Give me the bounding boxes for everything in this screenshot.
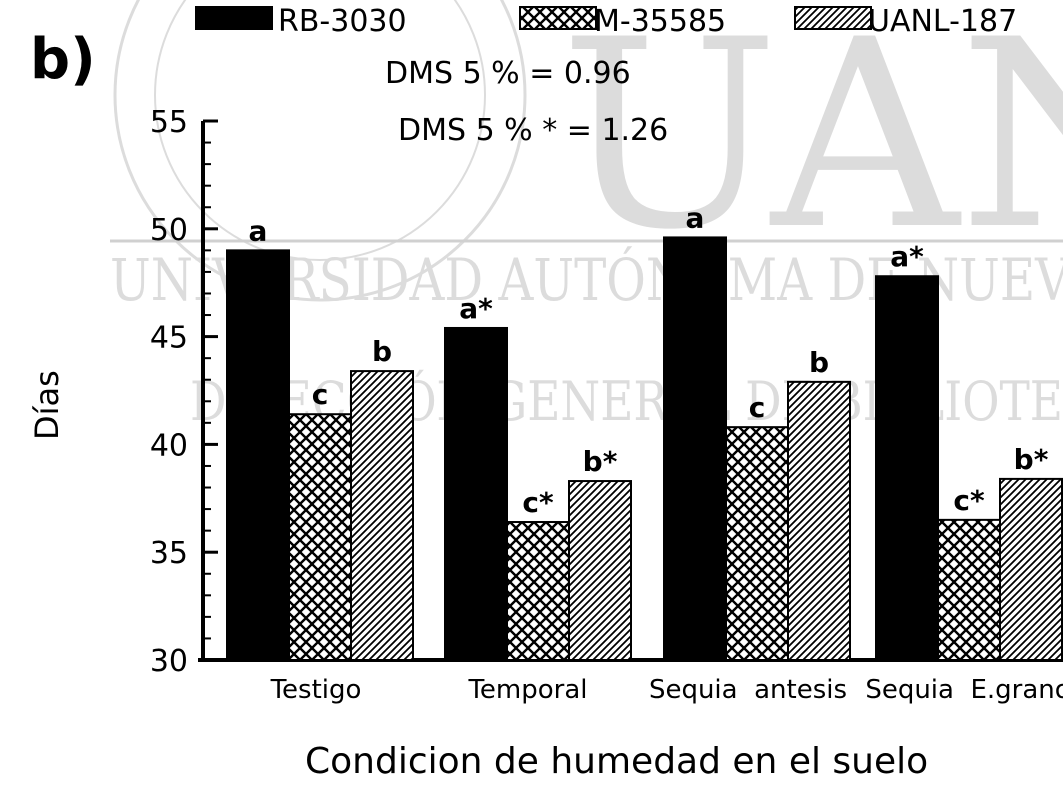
legend-swatch-UANL-187	[794, 6, 872, 30]
watermark-seal-inner	[154, 0, 486, 261]
bar-significance-label: c	[749, 391, 766, 424]
watermark-big-text: UAN	[560, 0, 1063, 287]
bar-significance-label: a	[249, 214, 268, 247]
bar-UANL-187-0	[350, 370, 414, 661]
x-tick-label: Temporal	[467, 675, 587, 705]
x-tick-labels: Testigo Temporal Sequia antesis Sequia E.gr…	[270, 675, 1063, 705]
bar-significance-label: a*	[890, 240, 924, 273]
y-tick-label: 50	[150, 213, 188, 248]
y-tick-label: 30	[150, 644, 188, 679]
legend-label: RB-3030	[278, 4, 407, 39]
y-tick-label: 40	[150, 428, 188, 463]
y-tick-label: 55	[150, 105, 188, 140]
bar-M-35585-2	[725, 426, 789, 662]
bar-M-35585-3	[937, 518, 1001, 661]
bar-UANL-187-1	[568, 480, 632, 661]
watermark-seal	[113, 0, 527, 302]
bar-significance-label: c	[312, 378, 329, 411]
bar-significance-label: b	[809, 346, 829, 379]
y-axis-title: Días	[28, 370, 66, 440]
x-axis-title: Condicion de humedad en el suelo	[305, 741, 928, 782]
y-tick-label: 45	[150, 321, 188, 356]
bar-M-35585-0	[288, 413, 352, 661]
bar-UANL-187-3	[999, 477, 1063, 661]
bar-significance-label: c*	[953, 484, 985, 517]
legend-swatch-RB-3030	[195, 6, 273, 30]
bar-significance-label: c*	[522, 486, 554, 519]
dms-annotation-2: DMS 5 % * = 1.26	[398, 113, 668, 148]
bar-RB-3030-1	[444, 326, 508, 661]
legend: RB-3030 M-35585 UANL-187	[195, 4, 1017, 39]
bar-UANL-187-2	[787, 380, 851, 661]
bar-significance-label: b*	[583, 445, 618, 478]
bar-labels: a a* a a* c c* c c* b b* b b*	[249, 201, 1049, 519]
legend-label: UANL-187	[868, 4, 1017, 39]
bar-RB-3030-2	[663, 236, 727, 661]
x-tick-label: Testigo	[270, 675, 362, 705]
y-tick-label: 35	[150, 536, 188, 571]
legend-swatch-M-35585	[519, 6, 597, 30]
x-tick-label: Sequia antesis	[649, 675, 847, 705]
bar-M-35585-1	[506, 521, 570, 661]
panel-label: b)	[30, 27, 96, 92]
bar-significance-label: b*	[1014, 443, 1049, 476]
bar-RB-3030-0	[226, 249, 290, 662]
dms-annotation-1: DMS 5 % = 0.96	[385, 56, 631, 91]
legend-label: M-35585	[594, 4, 726, 39]
bar-RB-3030-3	[875, 275, 939, 661]
x-tick-label: Sequia E.grano	[865, 675, 1063, 705]
bar-significance-label: a	[686, 201, 705, 234]
bars	[226, 236, 1063, 662]
bar-significance-label: b	[372, 335, 392, 368]
bar-significance-label: a*	[459, 292, 493, 325]
